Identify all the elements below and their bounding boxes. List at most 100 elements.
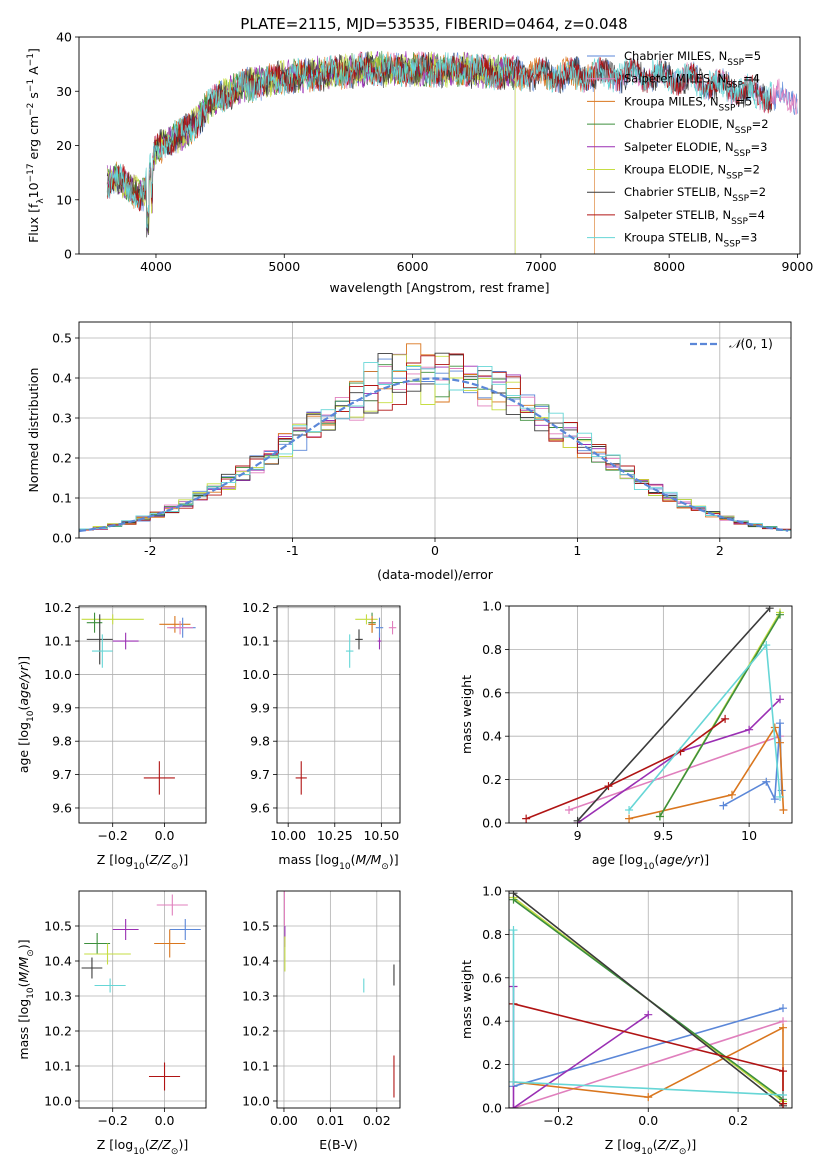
legend-entry: Chabrier ELODIE, NSSP=2	[624, 117, 769, 136]
weight-line-chabrier_elodie	[659, 614, 781, 817]
y-tick-label: 0.8	[482, 642, 502, 657]
weight-marker	[721, 714, 730, 723]
legend-entry: Salpeter ELODIE, NSSP=3	[624, 140, 767, 159]
weight-marker	[762, 641, 771, 650]
weight-line-salpeter_elodie	[577, 698, 781, 823]
legend-entry: Salpeter MILES, NSSP=4	[624, 72, 760, 91]
y-tick-label: 9.9	[250, 700, 270, 715]
y-tick-label: 0.4	[52, 371, 72, 386]
y-tick-label: 0	[64, 247, 72, 262]
spectrum-lines	[106, 50, 798, 254]
weight-marker	[509, 926, 518, 935]
age_vs_Z-errorbars	[81, 612, 196, 795]
mass_vs_Z-ylabel: mass [log10(M/M⊙)]	[16, 939, 36, 1059]
plots-container: 4000 5000 6000 7000 8000 9000010203040wavelen…	[16, 30, 813, 1158]
residuals-xlabel: (data-model)/error	[377, 567, 494, 582]
weight-marker	[775, 738, 784, 747]
x-tick-label: 9.5	[653, 828, 673, 843]
y-tick-label: 10.5	[242, 919, 270, 934]
y-tick-label: 1.0	[482, 599, 502, 614]
x-tick-label: 0.0	[155, 828, 175, 843]
weight-marker	[770, 723, 779, 732]
x-tick-label: 0.0	[155, 1113, 175, 1128]
y-tick-label: 0.6	[482, 685, 502, 700]
mass_vs_ebv-frame	[276, 890, 401, 1109]
residuals-legend: 𝒩(0, 1)	[690, 337, 773, 351]
legend-entry: Salpeter STELIB, NSSP=4	[624, 208, 765, 227]
mass_vs_Z-frame	[78, 890, 207, 1109]
mass_weight_vs_age-xlabel: age [log10(age/yr)]	[592, 852, 709, 872]
mass_weight_vs_Z-frame	[508, 890, 793, 1109]
histogram-steps	[79, 343, 791, 534]
age_vs_mass-xlabel: mass [log10(M/M⊙)]	[278, 852, 398, 872]
x-tick-label: 10.00	[270, 828, 306, 843]
weight-marker	[745, 725, 754, 734]
y-tick-label: 0.0	[482, 1101, 502, 1116]
weight-marker	[719, 801, 728, 810]
weight-marker	[775, 610, 784, 619]
y-tick-label: 9.6	[52, 800, 72, 815]
y-tick-label: 10.3	[242, 989, 270, 1004]
weight-marker	[625, 814, 634, 823]
mass_weight_vs_Z-lines	[509, 891, 788, 1108]
age_vs_mass-errorbars	[295, 612, 397, 795]
x-tick-label: 2	[716, 543, 724, 558]
y-tick-label: 10.2	[44, 600, 72, 615]
age_vs_Z-ylabel: age [log10(age/yr)]	[16, 656, 36, 773]
x-tick-label: 5000	[268, 259, 300, 274]
axes-residuals: -2 -1 0 1 2 0.0 0.1 0.2 0.3 0.4 0.5	[52, 322, 791, 558]
y-tick-label: 10.0	[44, 667, 72, 682]
weight-line-salpeter_stelib	[525, 718, 726, 820]
y-tick-label: 20	[56, 138, 72, 153]
x-tick-label: 10.50	[363, 828, 399, 843]
x-tick-label: 0.0	[638, 1113, 658, 1128]
axes-spectrum: 4000 5000 6000 7000 8000 9000 0 10 20 30 40	[56, 30, 813, 275]
y-tick-label: 0.2	[482, 772, 502, 787]
weight-marker	[762, 777, 771, 786]
weight-marker	[779, 1004, 788, 1013]
y-tick-label: 0.3	[52, 411, 72, 426]
weight-marker	[644, 1010, 653, 1019]
y-tick-label: 10.3	[44, 989, 72, 1004]
weight-line-kroupa_stelib	[628, 643, 781, 811]
y-tick-label: 0.2	[52, 451, 72, 466]
x-tick-label: -1	[286, 543, 298, 558]
weight-marker	[509, 1104, 518, 1108]
weight-marker	[775, 792, 784, 801]
weight-marker	[779, 1067, 788, 1076]
y-tick-label: 10.4	[242, 954, 270, 969]
mass_weight_vs_age-frame	[508, 605, 793, 824]
y-tick-label: 40	[56, 30, 72, 45]
x-tick-label: 10.25	[317, 828, 353, 843]
x-tick-label: 10	[741, 828, 757, 843]
y-tick-label: 0.1	[52, 491, 72, 506]
normal-curve	[79, 377, 789, 533]
axes-age_vs_mass: 10.00 10.25 10.50 9.6 9.7 9.8 9.9 10.0 10.1 10.2	[242, 600, 400, 843]
age_vs_mass-frame	[276, 605, 401, 824]
y-tick-label: 0.5	[52, 331, 72, 346]
y-tick-label: 0.4	[482, 729, 502, 744]
mass_weight_vs_Z-ylabel: mass weight	[459, 960, 474, 1039]
weight-line-salpeter_miles	[513, 1020, 784, 1108]
legend-entry: Kroupa ELODIE, NSSP=2	[624, 163, 760, 182]
y-tick-label: 9.7	[52, 767, 72, 782]
x-tick-label: 6000	[397, 259, 429, 274]
spectrum-series-kroupa_stelib	[106, 52, 773, 229]
y-tick-label: 30	[56, 84, 72, 99]
legend-entry: Chabrier MILES, NSSP=5	[624, 49, 761, 68]
axes-mass_weight_vs_Z: −0.2 0.0 0.2 0.0 0.2 0.4 0.6 0.8 1.0	[482, 884, 792, 1128]
weight-marker	[775, 695, 784, 704]
age_vs_Z-frame	[78, 605, 207, 824]
y-tick-label: 0.6	[482, 970, 502, 985]
axes-mass_vs_ebv: 0.00 0.01 0.02 10.0 10.1 10.2 10.3 10.4 10.5	[242, 891, 400, 1128]
x-tick-label: −0.2	[98, 828, 128, 843]
y-tick-label: 10	[56, 192, 72, 207]
y-tick-label: 10.5	[44, 919, 72, 934]
legend-entry: Chabrier STELIB, NSSP=2	[624, 185, 766, 204]
weight-marker	[565, 805, 574, 814]
y-tick-label: 9.8	[52, 734, 72, 749]
x-tick-label: 0.00	[270, 1113, 298, 1128]
mass_vs_ebv-xlabel: E(B-V)	[319, 1137, 358, 1152]
x-tick-label: 1	[573, 543, 581, 558]
y-tick-label: 0.0	[52, 531, 72, 546]
